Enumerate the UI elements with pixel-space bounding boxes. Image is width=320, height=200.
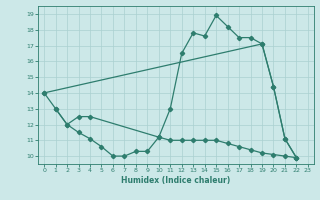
X-axis label: Humidex (Indice chaleur): Humidex (Indice chaleur) <box>121 176 231 185</box>
